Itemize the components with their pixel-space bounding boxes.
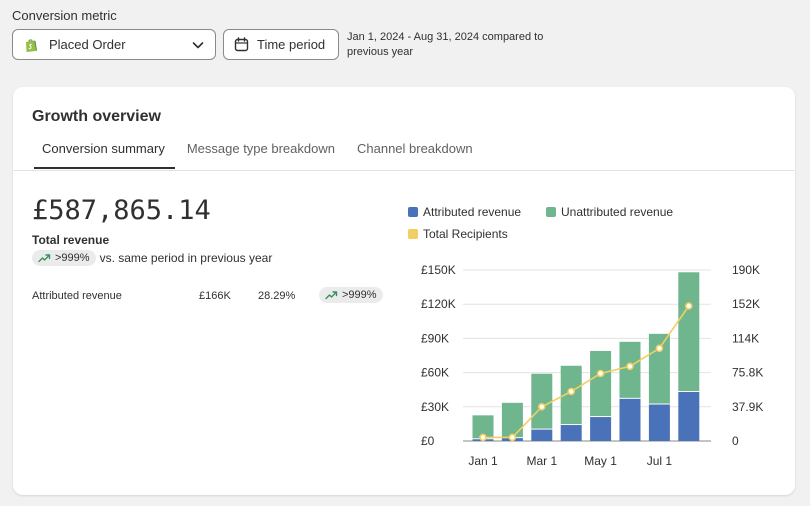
bar-unattributed	[678, 272, 700, 391]
y-right-tick-label: 37.9K	[732, 400, 763, 414]
recipients-point	[567, 387, 575, 396]
legend-label: Total Recipients	[423, 227, 508, 241]
x-tick-label: May 1	[584, 454, 617, 468]
legend-unattributed-revenue[interactable]: Unattributed revenue	[546, 205, 673, 219]
y-right-tick-label: 0	[732, 434, 739, 448]
tab-message-type-breakdown[interactable]: Message type breakdown	[186, 141, 335, 156]
tab-bar: Conversion summary Message type breakdow…	[32, 139, 485, 169]
attributed-growth-badge-text: >999%	[342, 289, 377, 301]
bar-attributed	[678, 391, 700, 441]
attributed-revenue-label: Attributed revenue	[32, 290, 122, 302]
legend-swatch	[408, 207, 418, 217]
attributed-growth-badge: >999%	[319, 287, 383, 303]
legend-total-recipients[interactable]: Total Recipients	[408, 227, 508, 241]
legend-swatch	[546, 207, 556, 217]
bar-attributed	[560, 425, 582, 441]
recipients-point	[596, 369, 605, 378]
chevron-down-icon	[192, 41, 204, 48]
y-right-tick-label: 75.8K	[732, 366, 763, 380]
shopify-icon	[26, 38, 37, 52]
recipients-line	[483, 305, 690, 439]
card-title: Growth overview	[32, 108, 161, 125]
y-left-tick-label: £150K	[421, 263, 456, 277]
recipients-point	[508, 433, 517, 442]
y-left-tick-label: £30K	[421, 400, 449, 414]
bar-attributed	[531, 429, 553, 441]
x-tick-label: Jan 1	[468, 454, 498, 468]
x-tick-label: Jul 1	[647, 454, 673, 468]
bar-unattributed	[531, 373, 553, 429]
y-left-tick-label: £60K	[421, 366, 449, 380]
attributed-revenue-row: Attributed revenue £166K 28.29% >999%	[32, 286, 390, 308]
bar-unattributed	[590, 350, 612, 417]
bar-unattributed	[648, 333, 670, 404]
legend-label: Attributed revenue	[423, 205, 522, 219]
legend-label: Unattributed revenue	[561, 205, 674, 219]
y-left-tick-label: £0	[421, 434, 435, 448]
bar-attributed	[648, 404, 670, 441]
bar-unattributed	[501, 402, 523, 438]
growth-comparison: >999% vs. same period in previous year	[32, 250, 272, 266]
bar-unattributed	[472, 415, 494, 439]
y-right-tick-label: 152K	[732, 297, 760, 311]
recipients-point	[479, 433, 487, 442]
tab-conversion-summary[interactable]: Conversion summary	[32, 139, 175, 169]
time-period-label: Time period	[257, 37, 326, 52]
calendar-icon	[234, 37, 249, 52]
legend-swatch	[408, 229, 418, 239]
bar-attributed	[619, 398, 641, 441]
conversion-metric-value: Placed Order	[49, 37, 126, 52]
y-left-tick-label: £120K	[421, 297, 456, 311]
growth-badge: >999%	[32, 250, 96, 266]
date-range-text: Jan 1, 2024 - Aug 31, 2024 compared to p…	[347, 31, 544, 58]
recipients-point	[626, 362, 634, 371]
attributed-revenue-percent: 28.29%	[258, 290, 296, 302]
y-right-tick-label: 190K	[732, 263, 760, 277]
trend-up-icon	[325, 291, 338, 300]
tab-channel-breakdown[interactable]: Channel breakdown	[356, 141, 473, 156]
y-left-tick-label: £90K	[421, 331, 449, 345]
recipients-point	[655, 344, 664, 353]
conversion-metric-label: Conversion metric	[12, 8, 117, 23]
trend-up-icon	[38, 254, 51, 263]
conversion-metric-select[interactable]: Placed Order	[12, 29, 216, 60]
attributed-revenue-value: £166K	[199, 290, 231, 302]
revenue-chart: £0 0 £30K 37.9K £60K 75.8K £90K 114K £120K 152K £1…	[421, 263, 763, 468]
recipients-point	[538, 403, 546, 411]
x-tick-label: Mar 1	[526, 454, 557, 468]
bar-attributed	[590, 417, 612, 441]
growth-overview-card: Growth overview Conversion summary Messa…	[13, 87, 795, 495]
time-period-button[interactable]: Time period	[223, 29, 339, 60]
recipients-point	[684, 302, 693, 310]
total-revenue-label: Total revenue	[32, 233, 110, 247]
y-right-tick-label: 114K	[732, 331, 759, 345]
total-revenue-value: £587,865.14	[32, 195, 211, 226]
legend-attributed-revenue[interactable]: Attributed revenue	[408, 205, 521, 219]
tab-divider	[13, 170, 795, 171]
growth-badge-text: >999%	[55, 252, 90, 264]
comparison-text: vs. same period in previous year	[99, 251, 273, 265]
